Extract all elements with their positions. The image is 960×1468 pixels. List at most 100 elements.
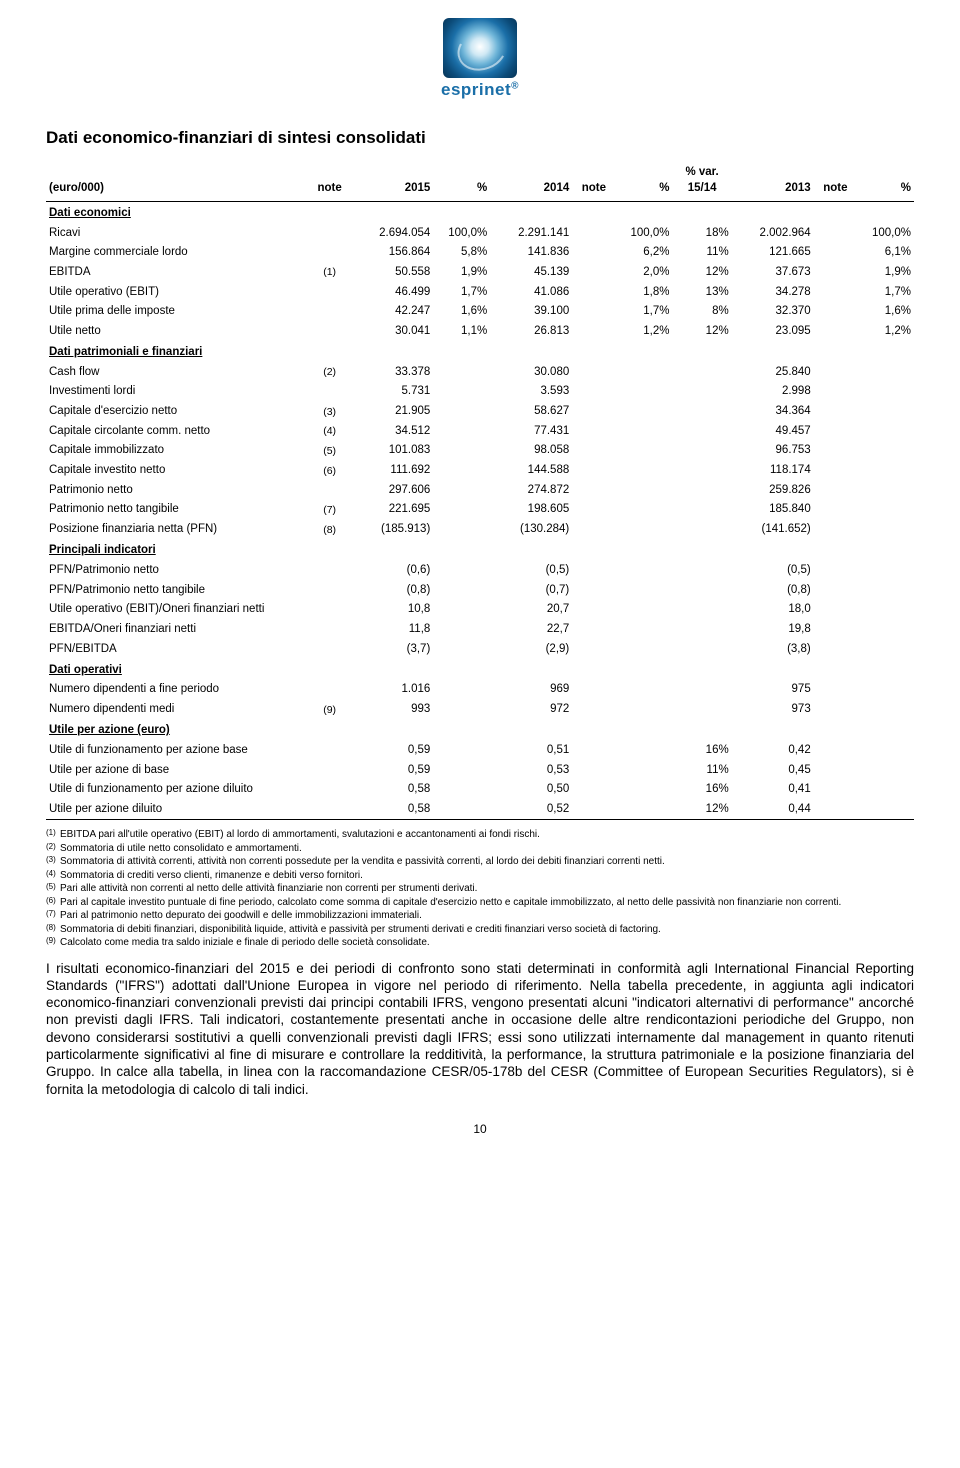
row-note-2 [572,520,615,540]
footnote-number: (1) [46,828,60,842]
table-row: Ricavi2.694.054100,0%2.291.141100,0%18%2… [46,223,914,243]
cell-pct-2015 [433,639,490,659]
table-row: Utile per azione diluito0,580,5212%0,44 [46,800,914,820]
cell-pct-2015 [433,560,490,580]
row-label: Patrimonio netto [46,480,308,500]
row-note [308,760,351,780]
cell-pct-2015 [433,700,490,720]
cell-2014: 30.080 [490,362,572,382]
body-paragraph: I risultati economico-finanziari del 201… [46,960,914,1098]
row-label: Cash flow [46,362,308,382]
cell-pct-2014: 1,2% [616,321,673,341]
row-note-2 [572,600,615,620]
footnote-number: (9) [46,936,60,950]
cell-var [672,500,731,520]
cell-2013: 34.364 [732,402,814,422]
row-label: Capitale investito netto [46,461,308,481]
row-note-3 [814,680,857,700]
cell-pct-2014: 1,7% [616,302,673,322]
cell-2014: (2,9) [490,639,572,659]
cell-pct-2013 [857,619,914,639]
cell-var [672,680,731,700]
cell-pct-2013: 6,1% [857,243,914,263]
row-note-3 [814,223,857,243]
page-number: 10 [46,1122,914,1136]
table-row: Utile operativo (EBIT)/Oneri finanziari … [46,600,914,620]
cell-pct-2014 [616,639,673,659]
table-row: Capitale circolante comm. netto(4)34.512… [46,421,914,441]
cell-2014: 969 [490,680,572,700]
row-label: EBITDA/Oneri finanziari netti [46,619,308,639]
cell-2013: 2.002.964 [732,223,814,243]
cell-2013: 975 [732,680,814,700]
cell-2015: 0,58 [351,800,433,820]
cell-pct-2013 [857,520,914,540]
cell-pct-2014: 2,0% [616,262,673,282]
cell-2013: 121.665 [732,243,814,263]
cell-var: 12% [672,262,731,282]
table-row: EBITDA(1)50.5581,9%45.1392,0%12%37.6731,… [46,262,914,282]
row-note [308,382,351,402]
cell-2013: 0,41 [732,780,814,800]
row-note [308,302,351,322]
cell-pct-2014 [616,780,673,800]
row-label: Investimenti lordi [46,382,308,402]
cell-var: 8% [672,302,731,322]
table-row: Capitale d'esercizio netto(3)21.90558.62… [46,402,914,422]
row-note-3 [814,402,857,422]
table-row: Margine commerciale lordo156.8645,8%141.… [46,243,914,263]
table-row: Posizione finanziaria netta (PFN)(8)(185… [46,520,914,540]
cell-2013: (141.652) [732,520,814,540]
cell-pct-2015: 1,6% [433,302,490,322]
row-note-2 [572,500,615,520]
cell-var: 11% [672,760,731,780]
row-note-3 [814,700,857,720]
row-note: (7) [308,500,351,520]
row-label: Utile per azione di base [46,760,308,780]
cell-2015: 11,8 [351,619,433,639]
footnote-number: (7) [46,909,60,923]
cell-pct-2013 [857,421,914,441]
cell-2015: 30.041 [351,321,433,341]
row-note-3 [814,382,857,402]
row-label: Utile per azione diluito [46,800,308,820]
section-header-row: Dati patrimoniali e finanziari [46,341,914,362]
cell-pct-2015 [433,600,490,620]
cell-2014: 98.058 [490,441,572,461]
row-label: PFN/EBITDA [46,639,308,659]
row-label: Utile netto [46,321,308,341]
cell-2015: 0,58 [351,780,433,800]
cell-var [672,560,731,580]
row-note-2 [572,362,615,382]
col-header: % var. 15/14 [672,162,731,201]
cell-pct-2014: 100,0% [616,223,673,243]
row-note-2 [572,282,615,302]
cell-pct-2014 [616,700,673,720]
cell-var [672,441,731,461]
row-note: (1) [308,262,351,282]
row-note: (6) [308,461,351,481]
row-note-3 [814,580,857,600]
cell-2014: 144.588 [490,461,572,481]
row-label: Margine commerciale lordo [46,243,308,263]
footnote: (7)Pari al patrimonio netto depurato dei… [46,909,914,923]
cell-2015: 0,59 [351,740,433,760]
cell-2013: 19,8 [732,619,814,639]
cell-pct-2013: 1,7% [857,282,914,302]
table-row: Utile per azione di base0,590,5311%0,45 [46,760,914,780]
cell-pct-2013: 100,0% [857,223,914,243]
cell-pct-2015: 1,7% [433,282,490,302]
row-note-3 [814,321,857,341]
table-row: Numero dipendenti medi(9)993972973 [46,700,914,720]
table-row: Capitale investito netto(6)111.692144.58… [46,461,914,481]
cell-pct-2013 [857,362,914,382]
cell-pct-2015 [433,780,490,800]
cell-pct-2013 [857,441,914,461]
cell-pct-2013 [857,382,914,402]
footnote: (4)Sommatoria di crediti verso clienti, … [46,869,914,883]
footnote: (5)Pari alle attività non correnti al ne… [46,882,914,896]
cell-pct-2015 [433,740,490,760]
footnotes-block: (1)EBITDA pari all'utile operativo (EBIT… [46,828,914,950]
cell-2014: 198.605 [490,500,572,520]
row-note-3 [814,441,857,461]
